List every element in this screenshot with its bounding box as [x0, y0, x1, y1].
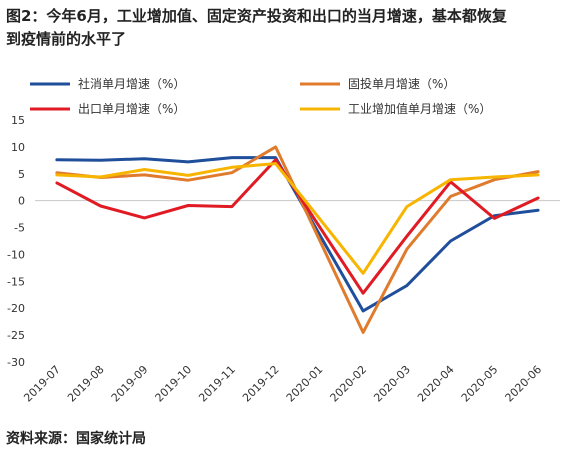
x-tick-label: 2019-11 [196, 363, 238, 405]
x-tick-label: 2019-12 [240, 363, 282, 405]
legend-label: 社消单月增速（%） [78, 76, 185, 91]
y-tick-label: 10 [11, 141, 25, 154]
legend-label: 固投单月增速（%） [348, 76, 455, 91]
chart-title-line-1: 图2：今年6月，工业增加值、固定资产投资和出口的当月增速，基本都恢复 [6, 7, 507, 25]
chart-title: 图2：今年6月，工业增加值、固定资产投资和出口的当月增速，基本都恢复 到疫情前的… [6, 5, 574, 51]
y-tick-label: -30 [7, 356, 25, 369]
x-tick-label: 2020-05 [459, 363, 501, 405]
y-tick-label: -10 [7, 248, 25, 261]
x-tick-label: 2020-03 [371, 363, 413, 405]
chart-area: 社消单月增速（%） 固投单月增速（%） 出口单月增速（%） 工业增加值单月增速（%） 1… [0, 62, 580, 422]
legend-label: 出口单月增速（%） [78, 102, 185, 116]
chart-title-line-2: 到疫情前的水平了 [6, 30, 127, 48]
y-tick-label: -5 [14, 222, 25, 235]
y-tick-label: 5 [18, 168, 25, 181]
x-tick-label: 2019-10 [153, 363, 195, 405]
legend-item: 社消单月增速（%） [30, 76, 185, 91]
y-tick-label: 0 [18, 195, 25, 208]
legend-item: 固投单月增速（%） [300, 76, 455, 91]
y-tick-label: 15 [11, 114, 25, 127]
x-tick-label: 2019-09 [109, 363, 151, 405]
legend-item: 工业增加值单月增速（%） [300, 101, 491, 116]
line-chart: 社消单月增速（%） 固投单月增速（%） 出口单月增速（%） 工业增加值单月增速（%） 1… [7, 76, 560, 405]
x-tick-label: 2020-06 [503, 363, 545, 405]
x-tick-label: 2020-02 [328, 363, 370, 405]
series-line [55, 158, 540, 295]
legend-item: 出口单月增速（%） [30, 102, 185, 116]
x-tick-label: 2020-04 [415, 363, 457, 405]
source-note: 资料来源：国家统计局 [6, 431, 146, 447]
series-line [55, 156, 540, 313]
x-tick-label: 2020-01 [284, 363, 326, 405]
y-tick-label: -20 [7, 302, 25, 315]
y-tick-label: -15 [7, 275, 25, 288]
y-tick-label: -25 [7, 329, 25, 342]
legend-label: 工业增加值单月增速（%） [348, 101, 491, 116]
series-line [55, 145, 540, 334]
series-line [55, 162, 540, 275]
x-tick-label: 2019-07 [21, 363, 63, 405]
x-tick-label: 2019-08 [65, 363, 107, 405]
